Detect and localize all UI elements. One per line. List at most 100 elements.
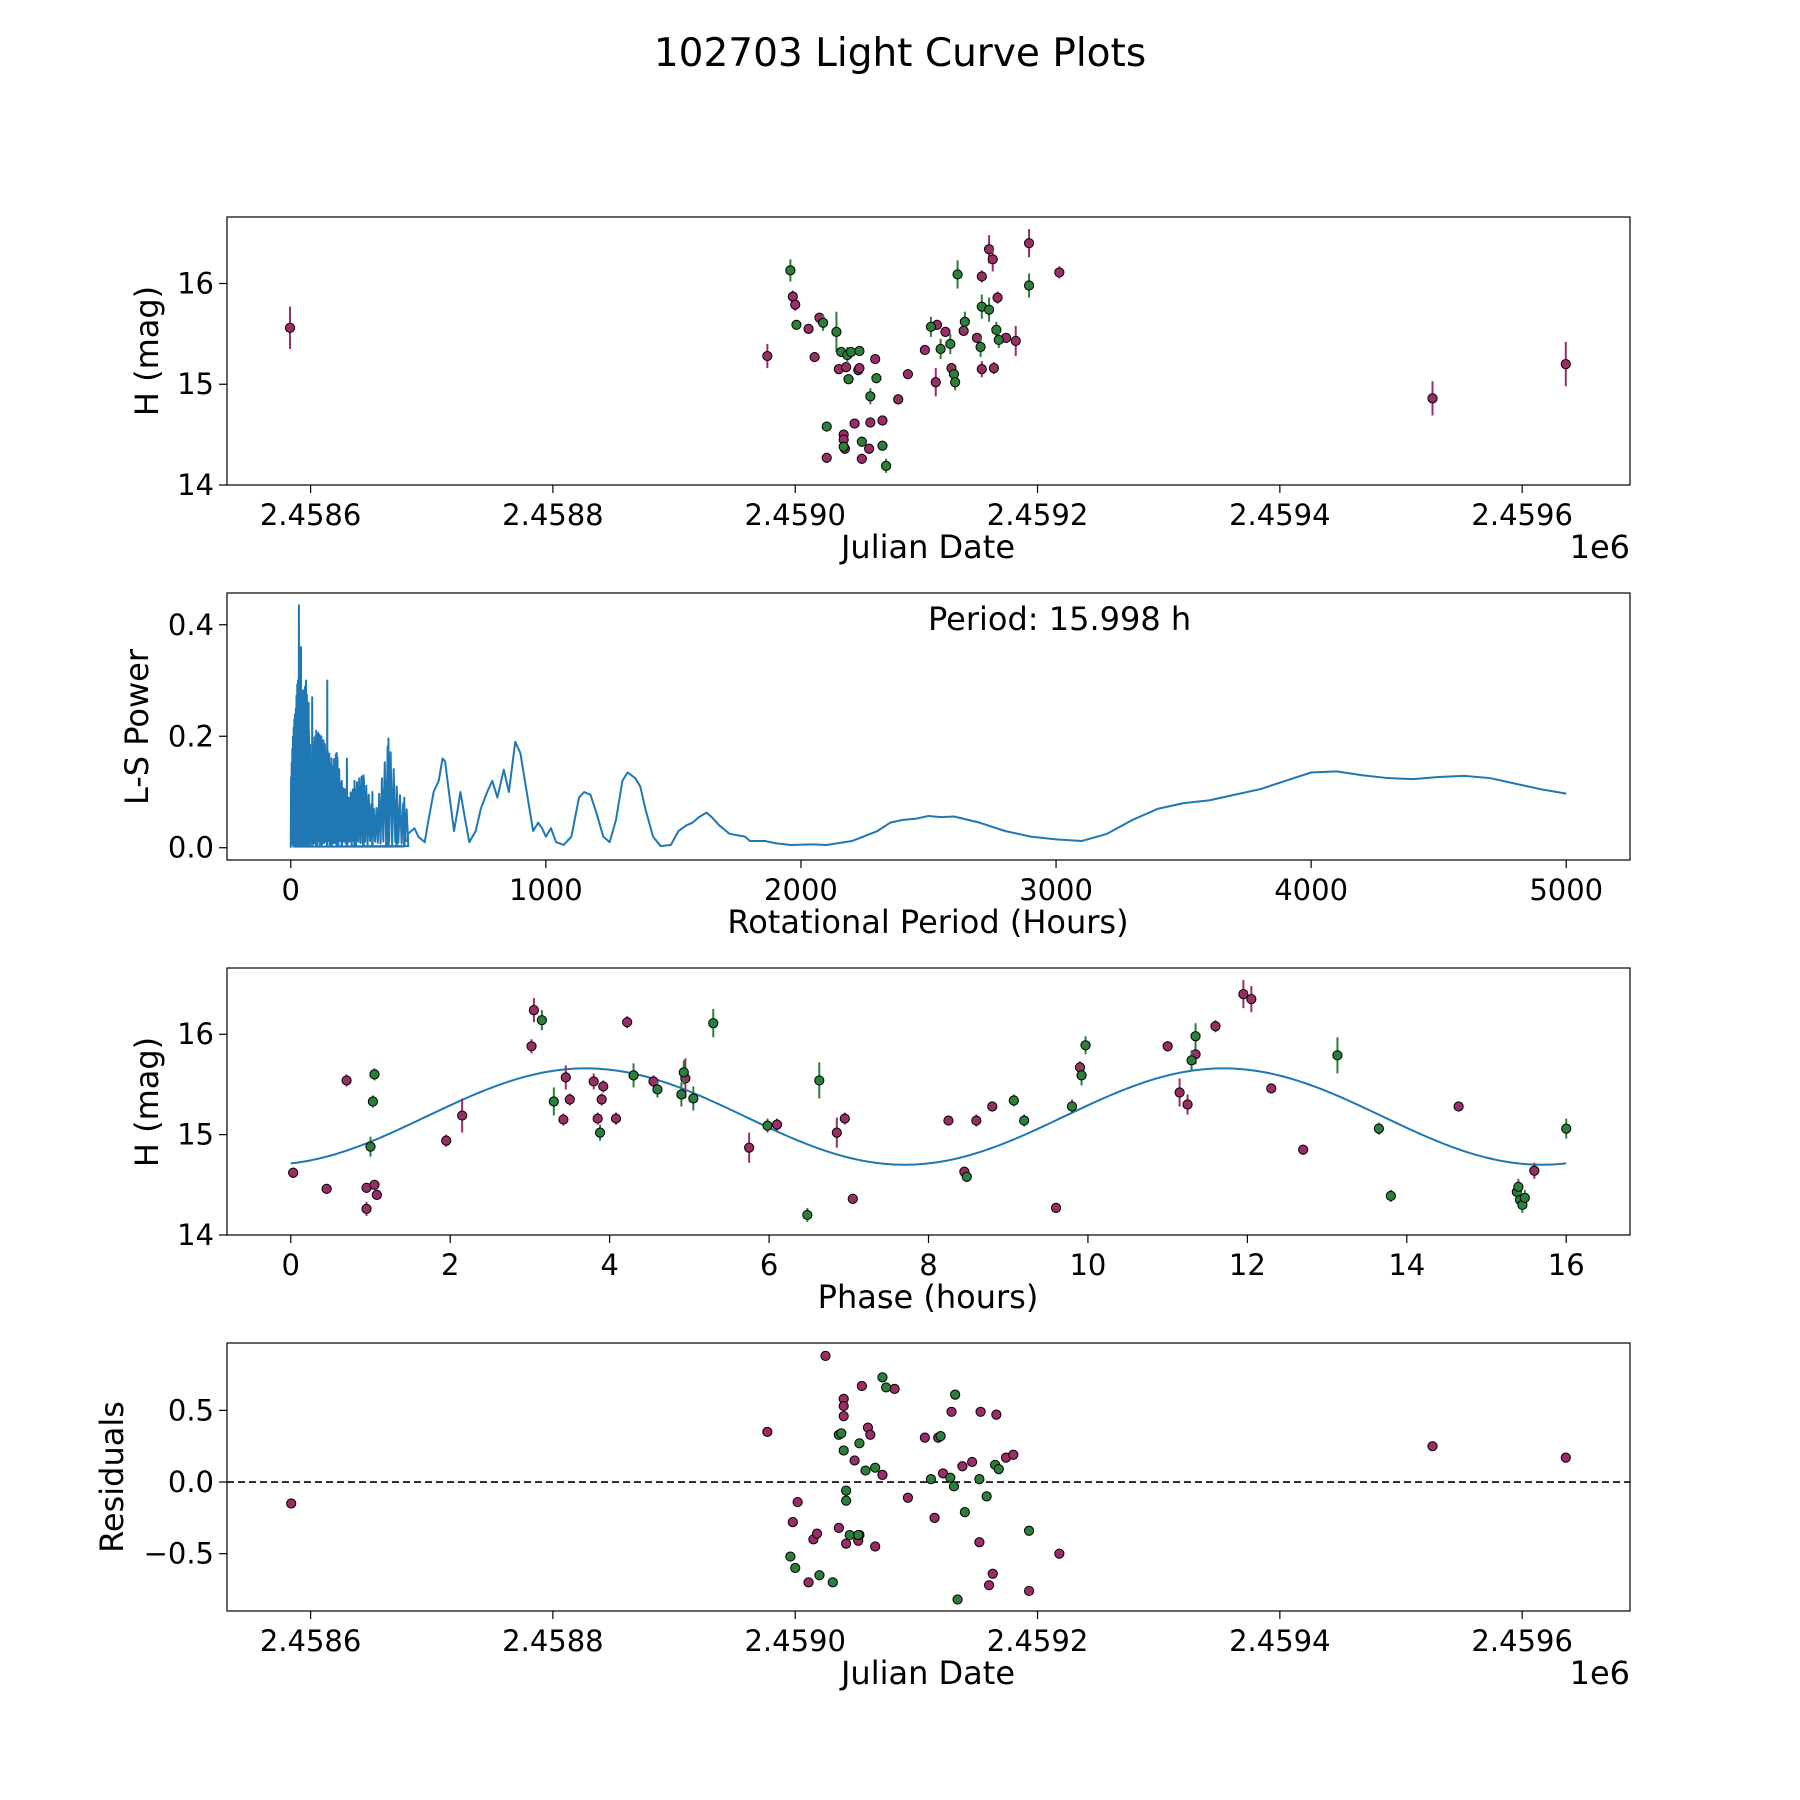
y-tick-label: 14	[177, 1218, 214, 1252]
residuals-plot-frame	[226, 1342, 1631, 1612]
y-tick-label: 15	[177, 1118, 214, 1152]
data-point-magenta	[1453, 1101, 1464, 1112]
x-tick-label: 6	[760, 1248, 778, 1282]
data-point-green	[1186, 1055, 1197, 1066]
data-point-magenta	[1174, 1087, 1185, 1098]
data-point-green	[365, 1141, 376, 1152]
data-point-magenta	[809, 351, 820, 363]
data-point-green	[880, 460, 892, 471]
data-point-green	[708, 1018, 719, 1029]
data-point-magenta	[838, 1410, 849, 1422]
data-point-magenta	[919, 344, 930, 356]
data-point-magenta	[991, 1409, 1002, 1420]
phased-data-points	[288, 980, 1572, 1222]
data-point-green	[367, 1096, 378, 1107]
x-tick-label: 2.4596	[1471, 498, 1572, 532]
data-point-magenta	[987, 1101, 998, 1112]
data-point-magenta	[1162, 1041, 1173, 1052]
data-point-magenta	[441, 1135, 452, 1146]
data-point-magenta	[286, 1498, 297, 1509]
data-point-magenta	[919, 1432, 930, 1443]
data-point-green	[841, 1485, 852, 1496]
raw-plot-frame	[226, 216, 1631, 486]
x-tick-label: 2000	[764, 873, 838, 907]
x-tick-label: 16	[1548, 1248, 1585, 1282]
x-tick-label: 14	[1388, 1248, 1425, 1282]
data-point-green	[1513, 1181, 1524, 1192]
data-point-magenta	[1023, 238, 1035, 249]
data-point-magenta	[841, 1538, 852, 1549]
data-point-green	[652, 1084, 663, 1095]
data-point-magenta	[958, 325, 969, 336]
data-point-magenta	[865, 1429, 876, 1440]
phased-y-axis: 14 15 16	[177, 1017, 227, 1252]
data-point-magenta	[902, 1492, 914, 1503]
data-point-green	[814, 1075, 825, 1086]
data-point-green	[959, 1507, 970, 1518]
phased-x-label: Phase (hours)	[818, 1278, 1039, 1316]
x-tick-label: 2.4592	[987, 498, 1088, 532]
residuals-x-label: Julian Date	[839, 1654, 1015, 1692]
data-point-green	[688, 1093, 699, 1104]
x-tick-label: 12	[1229, 1248, 1266, 1282]
data-point-magenta	[588, 1076, 599, 1087]
raw-data-points	[284, 229, 1571, 473]
data-point-green	[831, 326, 842, 337]
data-point-magenta	[771, 1119, 783, 1130]
data-point-magenta	[870, 353, 881, 365]
data-point-magenta	[744, 1142, 755, 1153]
data-point-magenta	[369, 1179, 380, 1190]
data-point-magenta	[560, 1072, 571, 1083]
data-point-green	[854, 1438, 865, 1449]
x-tick-label: 2.4588	[502, 498, 603, 532]
data-point-green	[785, 1551, 796, 1562]
data-point-magenta	[1050, 1202, 1062, 1213]
residuals-panel: 2.4586 2.4588 2.4590 2.4592 2.4594 2.4596 −0.…	[93, 1342, 1631, 1692]
data-point-magenta	[361, 1203, 372, 1215]
phased-sine-fit-line	[290, 1067, 1567, 1166]
data-point-green	[877, 1372, 888, 1383]
y-tick-label: 0.2	[168, 719, 214, 753]
data-point-magenta	[790, 299, 801, 310]
data-point-magenta	[1210, 1021, 1221, 1032]
data-point-magenta	[1238, 988, 1249, 1000]
data-point-magenta	[803, 323, 814, 334]
x-tick-label: 2.4590	[744, 1624, 845, 1658]
data-point-magenta	[856, 1380, 867, 1392]
data-point-green	[961, 1171, 972, 1182]
periodogram-x-axis: 0 1000 2000 3000 4000 5000	[282, 860, 1603, 907]
data-point-green	[925, 321, 937, 332]
data-point-green	[959, 316, 970, 327]
data-point-magenta	[598, 1081, 609, 1092]
periodogram-power-line	[289, 604, 1567, 848]
data-point-magenta	[1560, 358, 1571, 370]
x-tick-label: 2	[441, 1248, 459, 1282]
data-point-magenta	[1560, 1452, 1571, 1463]
data-point-green	[983, 304, 995, 315]
data-point-magenta	[1054, 267, 1065, 278]
data-point-green	[1385, 1190, 1396, 1201]
data-point-green	[1519, 1192, 1530, 1203]
data-point-magenta	[864, 443, 875, 454]
data-point-magenta	[528, 1005, 540, 1016]
data-point-magenta	[856, 453, 867, 464]
x-tick-label: 2.4588	[502, 1624, 603, 1658]
y-tick-label: 0.4	[168, 608, 214, 642]
data-point-magenta	[1298, 1144, 1309, 1155]
data-point-green	[821, 421, 832, 432]
data-point-magenta	[526, 1041, 537, 1052]
data-point-green	[877, 440, 888, 451]
data-point-magenta	[974, 1537, 985, 1548]
data-point-green	[1066, 1101, 1078, 1112]
x-tick-label: 1000	[509, 873, 583, 907]
data-point-green	[762, 1120, 773, 1131]
data-point-magenta	[870, 1541, 881, 1552]
data-point-green	[827, 1577, 838, 1588]
data-point-green	[844, 1529, 855, 1541]
data-point-green	[952, 1594, 963, 1605]
data-point-green	[1076, 1070, 1087, 1081]
data-point-magenta	[1246, 994, 1257, 1005]
data-point-green	[854, 345, 865, 357]
data-point-magenta	[1023, 1585, 1035, 1597]
data-point-magenta	[976, 364, 987, 375]
